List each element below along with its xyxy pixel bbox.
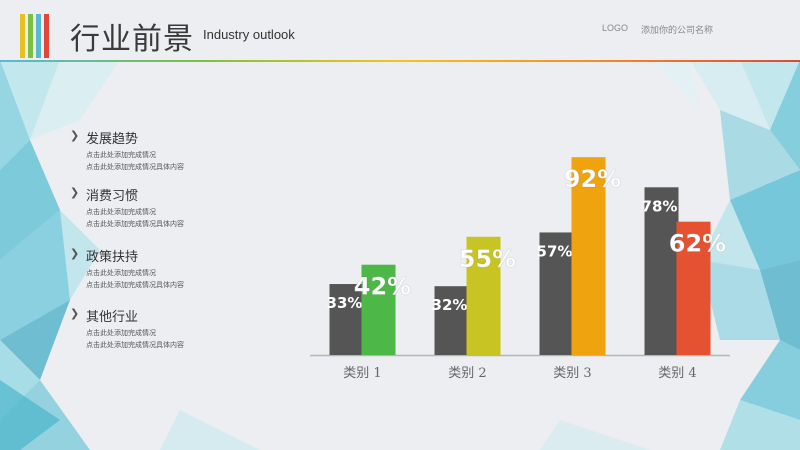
data-label: 78% — [642, 197, 678, 215]
header: 行业前景 Industry outlook LOGO 添加你的公司名称 — [0, 0, 800, 62]
topic-desc-line2: 点击此处添加完成情况具体内容 — [86, 220, 184, 228]
logo-bar-red — [44, 14, 49, 58]
topic-item[interactable]: ❯ 其他行业 点击此处添加完成情况 点击此处添加完成情况具体内容 — [70, 306, 310, 349]
category-label: 类别 3 — [553, 366, 591, 381]
topic-title: 其他行业 — [86, 310, 139, 325]
logo-bar-yellow — [20, 14, 25, 58]
topic-desc-line1: 点击此处添加完成情况 — [86, 151, 156, 159]
bar-chart: 33%42% 类别 1 32% 55% 类别 2 57% 92% 类别 3 78% 62% 类别 4 — [310, 157, 730, 381]
bar-grey-3 — [539, 232, 574, 355]
company-name: 添加你的公司名称 — [641, 26, 714, 36]
topic-desc-line1: 点击此处添加完成情况 — [86, 208, 156, 216]
page-title: 行业前景 — [70, 22, 194, 57]
page-subtitle: Industry outlook — [203, 27, 295, 42]
topic-title: 发展趋势 — [86, 132, 139, 147]
category-label: 类别 1 — [343, 366, 381, 381]
topic-desc-line2: 点击此处添加完成情况具体内容 — [86, 163, 184, 171]
category-label: 类别 4 — [658, 366, 696, 381]
logo-text: LOGO — [602, 23, 629, 33]
bar-grey-4 — [644, 187, 679, 355]
topic-title: 政策扶持 — [86, 250, 139, 265]
header-divider — [0, 60, 800, 62]
topic-item[interactable]: ❯ 发展趋势 点击此处添加完成情况 点击此处添加完成情况具体内容 — [70, 128, 310, 171]
topic-desc-line1: 点击此处添加完成情况 — [86, 329, 156, 337]
bar-grey-2 — [434, 286, 469, 355]
logo-bar-green — [28, 14, 33, 58]
category-label: 类别 2 — [448, 366, 486, 381]
bar-color-2 — [466, 236, 501, 355]
bar-color-1 — [361, 264, 396, 355]
data-label: 42% — [354, 273, 411, 301]
data-label: 55% — [459, 245, 516, 273]
data-label: 92% — [564, 165, 621, 193]
topic-desc-line2: 点击此处添加完成情况具体内容 — [86, 281, 184, 289]
logo-bars-icon — [20, 14, 50, 58]
logo-bar-blue — [36, 14, 41, 58]
topic-item[interactable]: ❯ 消费习惯 点击此处添加完成情况 点击此处添加完成情况具体内容 — [70, 185, 310, 228]
topic-desc-line2: 点击此处添加完成情况具体内容 — [86, 341, 184, 349]
data-label: 57% — [537, 242, 573, 260]
data-label: 33% — [327, 294, 363, 312]
bar-color-4 — [676, 221, 711, 355]
chevron-right-icon: ❯ — [70, 186, 80, 199]
chevron-right-icon: ❯ — [70, 247, 80, 260]
topic-desc-line1: 点击此处添加完成情况 — [86, 269, 156, 277]
data-label: 62% — [669, 230, 726, 258]
chevron-right-icon: ❯ — [70, 129, 80, 142]
topic-title: 消费习惯 — [86, 189, 139, 204]
chevron-right-icon: ❯ — [70, 307, 80, 320]
topic-item[interactable]: ❯ 政策扶持 点击此处添加完成情况 点击此处添加完成情况具体内容 — [70, 246, 310, 289]
bar-color-3 — [571, 157, 606, 355]
bar-grey-1 — [329, 284, 364, 355]
data-label: 32% — [432, 296, 468, 314]
